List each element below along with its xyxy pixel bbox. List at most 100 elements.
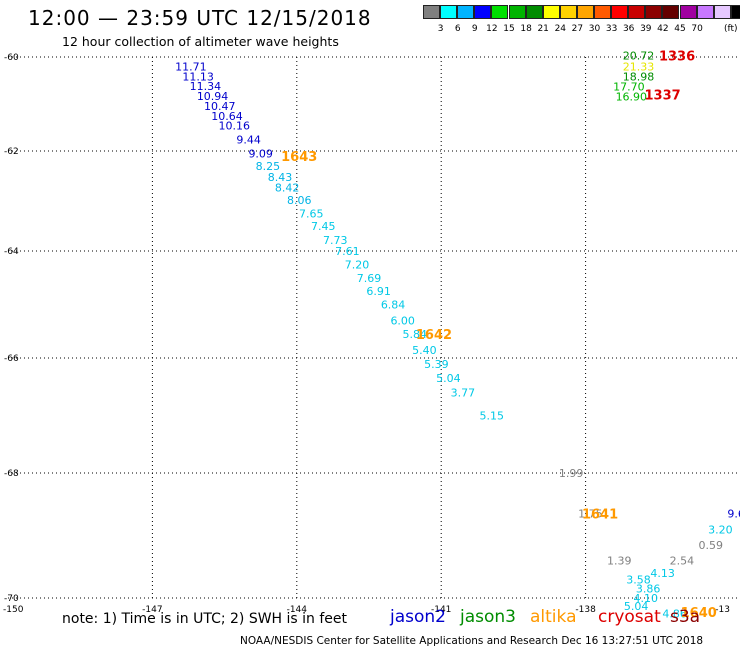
map-title: 12:00 — 23:59 UTC 12/15/2018	[28, 6, 372, 30]
wave-height-value: 5.84	[402, 328, 427, 341]
color-scale-unit: (ft)	[724, 24, 738, 34]
wave-height-value: 7.69	[357, 272, 382, 285]
latitude-label: -62	[4, 147, 19, 157]
wave-height-value: 7.45	[311, 220, 336, 233]
satellite-legend-jason2: jason2	[390, 607, 446, 627]
color-scale-label: 18	[520, 24, 532, 34]
color-swatch	[508, 5, 526, 19]
wave-height-value: 0.59	[698, 539, 723, 552]
pass-time-label: 1336	[659, 50, 695, 65]
color-swatch	[525, 5, 543, 19]
credit-line: NOAA/NESDIS Center for Satellite Applica…	[240, 635, 704, 647]
wave-height-value: 7.65	[299, 208, 324, 221]
color-scale-label: 15	[503, 24, 515, 34]
color-swatch	[423, 5, 440, 19]
color-swatch	[576, 5, 594, 19]
latitude-label: -70	[4, 594, 19, 604]
wave-height-value: 8.42	[275, 182, 300, 195]
wave-height-value: 18.98	[623, 71, 655, 84]
satellite-legend-s3a: s3a	[670, 607, 701, 627]
wave-height-value: 5.04	[436, 372, 461, 385]
satellite-legend-altika: altika	[530, 607, 577, 627]
color-scale-label: 42	[657, 24, 669, 34]
wave-height-value: 8.43	[268, 171, 293, 184]
wave-height-value: 3.77	[451, 387, 476, 400]
wave-height-value: 5.04	[624, 600, 649, 613]
wave-height-value: 21.33	[623, 60, 655, 73]
wave-height-value: 7.20	[345, 258, 370, 271]
wave-height-value: 7.61	[335, 245, 360, 258]
color-scale-label: 3	[437, 24, 444, 34]
color-swatch	[730, 5, 740, 19]
color-scale-label: 30	[588, 24, 601, 34]
pass-time-label: 1641	[582, 508, 618, 523]
latitude-label: -66	[4, 354, 19, 364]
wave-height-value: 10.94	[197, 90, 229, 103]
color-swatch	[491, 5, 509, 19]
wave-height-value: 11.13	[182, 70, 214, 83]
color-swatch	[594, 5, 611, 19]
wave-height-value: 2.54	[670, 555, 695, 568]
wave-height-value: 3.20	[708, 523, 733, 536]
wave-height-value: 16.90	[616, 90, 648, 103]
color-swatch	[713, 5, 731, 19]
satellite-legend-jason3: jason3	[460, 607, 516, 627]
pass-time-label: 1643	[281, 150, 317, 165]
wave-height-value: 6.91	[366, 285, 391, 298]
latitude-label: -64	[4, 247, 19, 257]
wave-height-value: 17.70	[613, 81, 645, 94]
wave-height-value: 5.40	[412, 344, 437, 357]
wave-height-value: 5.39	[424, 358, 449, 371]
latitude-label: -68	[4, 469, 19, 479]
pass-time-label: 1337	[645, 89, 681, 104]
wave-height-value: 4.86	[662, 608, 687, 621]
wave-height-value: 9.68	[727, 508, 740, 521]
wave-height-value: 20.72	[623, 50, 655, 63]
wave-height-value: 4.13	[650, 567, 675, 580]
color-scale-label: 21	[537, 24, 549, 34]
map-subtitle: 12 hour collection of altimeter wave hei…	[62, 34, 339, 49]
pass-time-label: 1642	[416, 328, 452, 343]
wave-height-value: 7.73	[323, 234, 348, 247]
color-swatch	[696, 5, 714, 19]
pass-time-label: 1640	[681, 606, 717, 621]
wave-height-value: 9.09	[248, 148, 273, 161]
color-swatch	[559, 5, 577, 19]
wave-height-value: 10.47	[204, 100, 236, 113]
wave-height-value: 10.16	[218, 120, 250, 133]
longitude-label: -150	[3, 605, 24, 615]
color-swatch	[440, 5, 458, 19]
wave-height-value: 6.00	[390, 315, 415, 328]
color-scale-label: 70	[691, 24, 703, 34]
color-scale-label: 33	[605, 24, 618, 34]
color-swatch	[662, 5, 680, 19]
color-scale-label: 12	[486, 24, 498, 34]
wave-height-value: 10.64	[211, 110, 243, 123]
color-swatch	[457, 5, 475, 19]
units-note: note: 1) Time is in UTC; 2) SWH is in fe…	[62, 611, 348, 627]
wave-height-value: 8.06	[287, 194, 312, 207]
longitude-label: -144	[287, 605, 308, 615]
wave-height-value: 1.39	[607, 555, 632, 568]
color-scale-label: 6	[454, 24, 461, 34]
wave-height-value: 1.99	[559, 467, 584, 480]
wave-height-value: 11.34	[190, 80, 222, 93]
color-swatch	[474, 5, 492, 19]
color-swatch	[645, 5, 663, 19]
wave-height-value: 1.75	[578, 508, 603, 521]
satellite-legend-cryosat: cryosat	[598, 607, 661, 627]
longitude-label: -141	[431, 605, 451, 615]
color-swatch	[611, 5, 629, 19]
wave-height-value: 6.84	[381, 299, 406, 312]
color-scale-label: 36	[622, 24, 635, 34]
longitude-label: -147	[142, 605, 162, 615]
color-scale-label: 24	[554, 24, 567, 34]
longitude-label: -138	[575, 605, 596, 615]
color-scale-label: 45	[674, 24, 686, 34]
wave-height-value: 4.10	[634, 592, 659, 605]
color-swatch	[679, 5, 697, 19]
latitude-label: -60	[4, 53, 19, 63]
color-swatch	[542, 5, 560, 19]
color-swatch	[628, 5, 646, 19]
